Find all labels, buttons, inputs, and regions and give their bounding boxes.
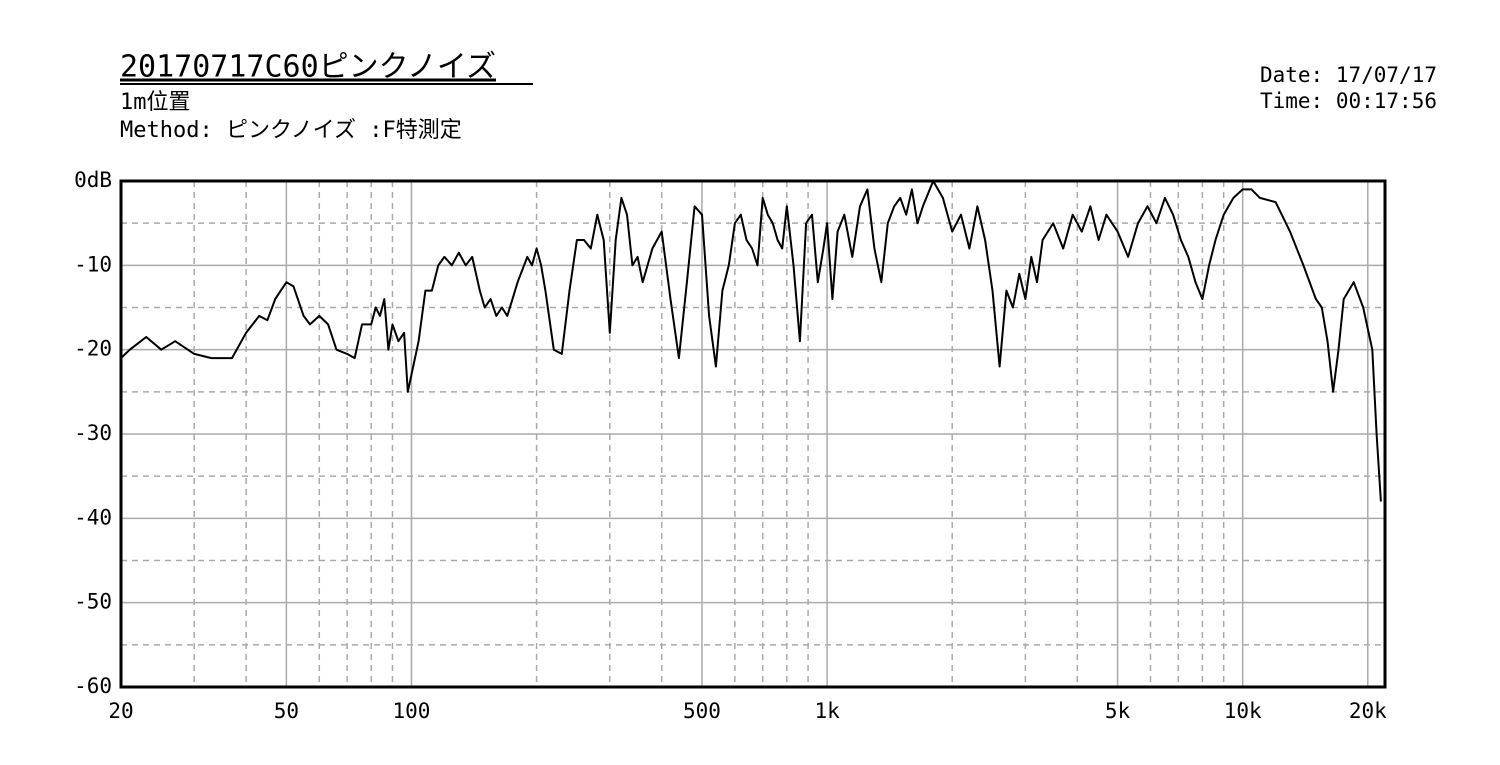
chart-title: 20170717C60ピンクノイズ <box>120 50 496 85</box>
y-tick-label: 0dB <box>74 168 112 192</box>
x-tick-label: 10k <box>1224 699 1262 723</box>
y-tick-label: -60 <box>74 674 112 698</box>
x-tick-label: 100 <box>393 699 431 723</box>
date: Date: 17/07/17 <box>1260 63 1437 87</box>
x-tick-label: 50 <box>274 699 299 723</box>
x-tick-label: 20 <box>108 699 133 723</box>
x-tick-label: 20k <box>1349 699 1387 723</box>
y-tick-label: -20 <box>74 337 112 361</box>
time: Time: 00:17:56 <box>1260 89 1437 113</box>
x-tick-label: 5k <box>1105 699 1131 723</box>
subtitle: 1m位置 <box>120 90 191 115</box>
y-tick-label: -30 <box>74 421 112 445</box>
y-tick-label: -10 <box>74 252 112 276</box>
method: Method: ピンクノイズ :F特測定 <box>120 118 462 143</box>
y-tick-label: -50 <box>74 590 112 614</box>
x-tick-label: 500 <box>683 699 721 723</box>
x-tick-label: 1k <box>814 699 840 723</box>
response-line <box>120 180 1382 502</box>
y-tick-label: -40 <box>74 505 112 529</box>
plot-frame <box>119 179 1387 689</box>
